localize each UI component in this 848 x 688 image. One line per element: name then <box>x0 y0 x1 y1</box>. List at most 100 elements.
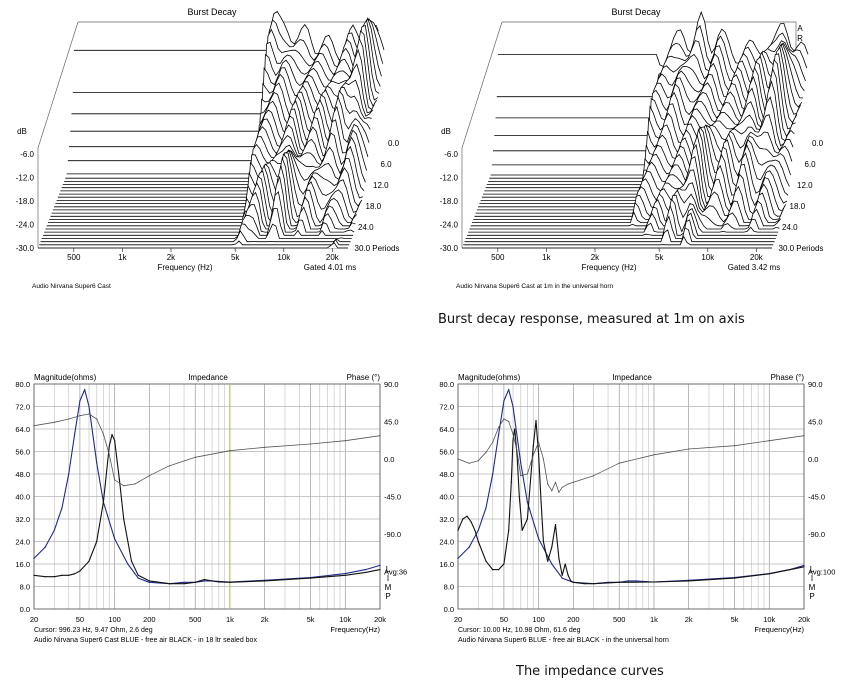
decay-slice <box>465 215 776 239</box>
data-point <box>84 389 86 391</box>
x-tick-label: 5k <box>231 253 240 262</box>
y-tick-label: -30.0 <box>440 244 459 253</box>
data-point <box>518 495 520 498</box>
data-point <box>96 462 98 464</box>
data-point <box>462 518 464 520</box>
x-tick-label: 1k <box>118 253 127 262</box>
decay-slice <box>57 105 369 198</box>
decay-slice <box>61 86 372 189</box>
data-point <box>558 557 560 559</box>
data-point <box>512 433 514 435</box>
data-point <box>485 507 487 509</box>
y-tick-label: -18.0 <box>16 197 35 206</box>
data-point <box>803 566 805 568</box>
data-point <box>148 475 150 477</box>
decay-slice <box>45 175 356 230</box>
y2-axis-label: Phase (°) <box>347 373 381 382</box>
limp-letter: I <box>387 574 389 583</box>
y2-tick-label: -90.0 <box>384 530 401 539</box>
x-tick-label: 5k <box>307 615 315 624</box>
x-axis-label: Frequency (Hz) <box>581 263 636 272</box>
x-tick-label: 20k <box>798 615 810 624</box>
y-tick-label: 40.0 <box>439 493 454 502</box>
data-point <box>264 446 266 448</box>
data-point <box>583 583 586 585</box>
data-point <box>542 540 544 543</box>
data-point <box>344 440 346 442</box>
data-point <box>74 434 76 436</box>
x-tick-label: 200 <box>567 615 580 624</box>
data-point <box>477 540 479 543</box>
data-point <box>492 441 494 443</box>
data-point <box>169 583 171 585</box>
decay-slice <box>62 79 374 185</box>
slice-mask <box>40 230 351 242</box>
y-tick-label: 80.0 <box>439 380 454 389</box>
data-point <box>111 434 113 436</box>
data-point <box>492 569 494 571</box>
data-point <box>169 465 171 467</box>
depth-tick-label: 12.0 <box>373 181 389 190</box>
data-point <box>344 573 346 575</box>
x-tick-label: 50 <box>76 615 84 624</box>
data-point <box>183 583 185 585</box>
data-point <box>512 439 514 441</box>
y2-axis-label: Phase (°) <box>771 373 805 382</box>
y-tick-label: -12.0 <box>16 174 35 183</box>
decay-slice <box>498 10 809 68</box>
x-tick-label: 1k <box>226 615 234 624</box>
data-point <box>218 581 220 583</box>
decay-slice <box>496 24 808 98</box>
slice-mask <box>39 239 350 245</box>
y-tick-label: 8.0 <box>444 583 454 592</box>
y-tick-label: 72.0 <box>15 403 30 412</box>
decay-slice <box>46 165 357 227</box>
decay-slice <box>64 63 375 182</box>
data-point <box>551 546 553 548</box>
decay-slice <box>51 150 363 214</box>
data-point <box>520 462 522 464</box>
x-tick-label: 100 <box>108 615 121 624</box>
data-point <box>477 529 479 531</box>
limp-letter: L <box>810 565 815 574</box>
series-line <box>457 418 805 493</box>
data-point <box>79 415 81 417</box>
impedance-caption: The impedance curves <box>516 664 664 679</box>
data-point <box>470 521 472 523</box>
depth-tick-label: 30.0 Periods <box>355 244 400 253</box>
data-point <box>365 571 367 573</box>
data-point <box>547 483 549 485</box>
axis-depth-left <box>461 21 503 149</box>
data-point <box>118 479 120 481</box>
slice-mask <box>463 236 774 245</box>
data-point <box>468 462 470 464</box>
data-point <box>618 581 620 583</box>
series-line <box>33 389 381 585</box>
decay-slice <box>464 227 775 243</box>
decay-slice <box>54 145 365 208</box>
y-tick-label: 0.0 <box>444 605 454 614</box>
x-tick-label: 20k <box>374 615 386 624</box>
y-tick-label: 16.0 <box>15 560 30 569</box>
x-tick-label: 10k <box>339 615 351 624</box>
data-point <box>564 563 566 565</box>
decay-slice <box>39 238 350 246</box>
y2-tick-label: -90.0 <box>808 530 825 539</box>
data-point <box>108 454 110 456</box>
data-point <box>379 435 381 437</box>
data-point <box>554 481 557 483</box>
data-point <box>627 580 629 582</box>
decay-slice <box>470 189 782 227</box>
y-tick-label: 32.0 <box>15 515 30 524</box>
y-tick-label: 80.0 <box>15 380 30 389</box>
data-point <box>61 574 63 576</box>
x-tick-label: 20 <box>454 615 462 624</box>
data-point <box>379 564 381 566</box>
decay-slice <box>72 17 384 93</box>
slice-mask <box>38 242 348 248</box>
y-tick-label: -30.0 <box>16 244 35 253</box>
data-point <box>33 574 35 576</box>
y-tick-label: 0.0 <box>20 605 30 614</box>
data-point <box>561 486 563 488</box>
data-point <box>538 538 540 540</box>
